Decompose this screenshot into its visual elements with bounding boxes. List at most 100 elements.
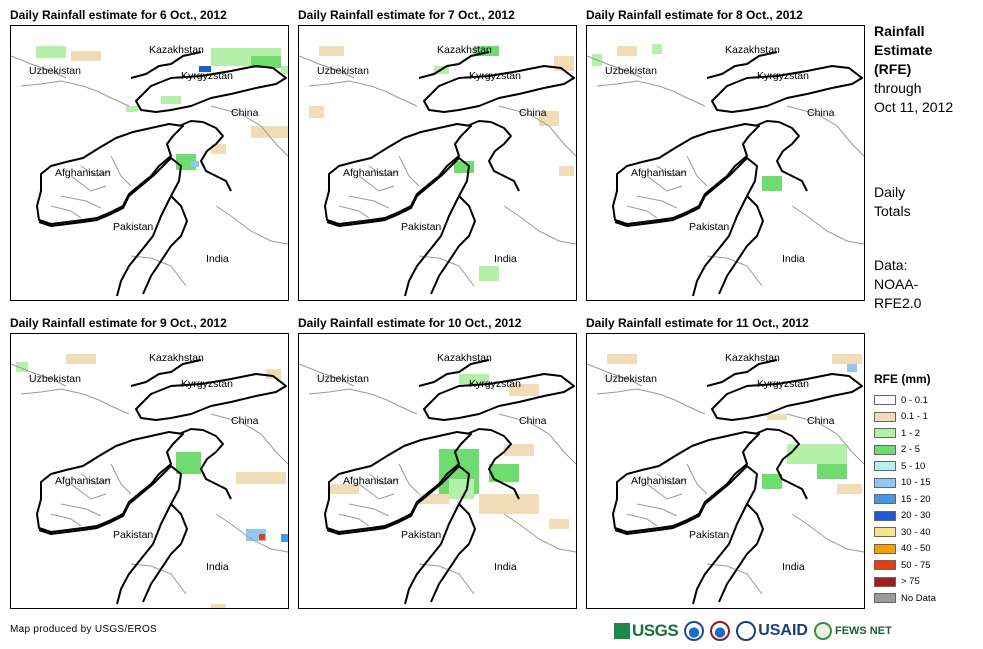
- legend-title: RFE (mm): [874, 372, 931, 386]
- rainfall-patch: [309, 106, 324, 118]
- rainfall-patch: [489, 464, 519, 482]
- country-boundary: [38, 465, 182, 605]
- map-panel-oct-10: Daily Rainfall estimate for 10 Oct., 201…: [298, 316, 578, 612]
- rainfall-patch: [319, 46, 344, 56]
- rainfall-patch: [191, 161, 199, 167]
- rainfall-map: Kazakhstan Uzbekistan Kyrgyzstan China Afgha…: [298, 333, 577, 609]
- admin-boundary: [338, 513, 370, 527]
- panel-title: Daily Rainfall estimate for 9 Oct., 2012: [10, 316, 227, 330]
- admin-boundary: [299, 55, 355, 79]
- usaid-seal-icon: [736, 621, 757, 641]
- rainfall-patch: [479, 494, 539, 514]
- country-label-pakistan: Pakistan: [401, 529, 441, 541]
- rainfall-patch: [71, 51, 101, 61]
- rainfall-patch: [161, 96, 181, 104]
- country-boundary: [430, 195, 476, 295]
- rainfall-patch: [251, 126, 288, 138]
- map-panel-oct-8: Daily Rainfall estimate for 8 Oct., 2012…: [586, 8, 866, 304]
- rainfall-patch: [652, 44, 662, 54]
- rainfall-patch: [236, 472, 286, 484]
- data-line: Data:: [874, 257, 908, 273]
- admin-boundary: [80, 473, 112, 485]
- country-label-pakistan: Pakistan: [689, 221, 729, 233]
- legend-item: 1 - 2: [874, 425, 936, 442]
- map-canvas: Kazakhstan Uzbekistan Kyrgyzstan China Afgha…: [587, 44, 864, 297]
- rainfall-patch: [549, 519, 569, 529]
- rainfall-patch: [259, 534, 265, 540]
- country-boundary: [324, 431, 472, 533]
- admin-boundary: [596, 80, 706, 107]
- data-line: RFE2.0: [874, 295, 922, 311]
- totals-line: Daily: [874, 184, 906, 200]
- legend-swatch: [874, 395, 896, 406]
- admin-boundary: [215, 513, 288, 553]
- country-boundary: [466, 428, 520, 500]
- admin-boundary: [20, 80, 130, 107]
- country-boundary: [614, 465, 758, 605]
- country-boundary: [612, 431, 760, 533]
- admin-boundary: [60, 503, 102, 517]
- rainfall-patch: [762, 474, 782, 489]
- admin-boundary: [587, 55, 643, 79]
- rainfall-patch: [16, 362, 28, 372]
- rainfall-patch: [419, 494, 449, 504]
- map-credit: Map produced by USGS/EROS: [10, 624, 158, 635]
- admin-boundary: [656, 473, 688, 485]
- admin-boundary: [299, 363, 355, 387]
- country-label-india: India: [206, 561, 229, 573]
- legend-item: 30 - 40: [874, 524, 936, 541]
- rainfall-patch: [126, 106, 138, 112]
- rainfall-patch: [211, 604, 226, 608]
- country-label-kyrgyzstan: Kyrgyzstan: [757, 70, 809, 82]
- title-line: (RFE): [874, 61, 912, 77]
- usgs-logo: USGS: [614, 621, 679, 641]
- legend-item: No Data: [874, 590, 936, 607]
- rainfall-patch: [479, 266, 499, 281]
- legend-swatch: [874, 576, 896, 587]
- rainfall-patch: [266, 369, 281, 379]
- admin-boundary: [706, 255, 763, 287]
- rainfall-patch: [176, 452, 201, 474]
- fews-wordmark: FEWS NET: [834, 625, 892, 637]
- legend-item: 50 - 75: [874, 557, 936, 574]
- country-boundary: [130, 359, 202, 387]
- legend-swatch: [874, 411, 896, 422]
- admin-boundary: [20, 388, 130, 415]
- admin-boundary: [50, 513, 82, 527]
- rainfall-map: Kazakhstan Uzbekistan Kyrgyzstan China Afgha…: [586, 333, 865, 609]
- country-boundary: [614, 157, 758, 297]
- panel-title: Daily Rainfall estimate for 10 Oct., 201…: [298, 316, 522, 330]
- admin-boundary: [348, 503, 390, 517]
- admin-boundary: [110, 463, 132, 495]
- admin-boundary: [587, 363, 643, 387]
- country-boundary: [36, 123, 184, 225]
- admin-boundary: [626, 205, 658, 219]
- admin-boundary: [503, 513, 576, 553]
- rainfall-patch: [767, 414, 787, 420]
- rainfall-patch: [474, 46, 499, 56]
- legend-item: 10 - 15: [874, 475, 936, 492]
- legend-item: 40 - 50: [874, 541, 936, 558]
- panel-title: Daily Rainfall estimate for 8 Oct., 2012: [586, 8, 803, 22]
- rainfall-patch: [787, 444, 847, 464]
- data-line: NOAA-: [874, 276, 919, 292]
- country-boundary: [754, 120, 808, 192]
- rainfall-patch: [847, 364, 857, 372]
- panel-title: Daily Rainfall estimate for 11 Oct., 201…: [586, 316, 809, 330]
- country-boundary: [326, 157, 470, 297]
- country-label-uzbekistan: Uzbekistan: [29, 373, 81, 385]
- rainfall-patch: [211, 144, 226, 154]
- admin-boundary: [786, 413, 864, 465]
- rainfall-patch: [281, 66, 288, 74]
- fews-globe-icon: [813, 622, 832, 640]
- country-label-india: India: [206, 253, 229, 265]
- country-label-india: India: [494, 253, 517, 265]
- doc-seal-icon: [710, 621, 731, 641]
- admin-boundary: [791, 205, 864, 245]
- legend-items: 0 - 0.1 0.1 - 1 1 - 2 2 - 5 5 - 10 10 - 15 15 …: [874, 392, 936, 607]
- legend-swatch: [874, 444, 896, 455]
- admin-boundary: [368, 473, 400, 485]
- title-line: Estimate: [874, 42, 933, 58]
- country-label-china: China: [519, 107, 547, 119]
- legend-swatch: [874, 527, 896, 538]
